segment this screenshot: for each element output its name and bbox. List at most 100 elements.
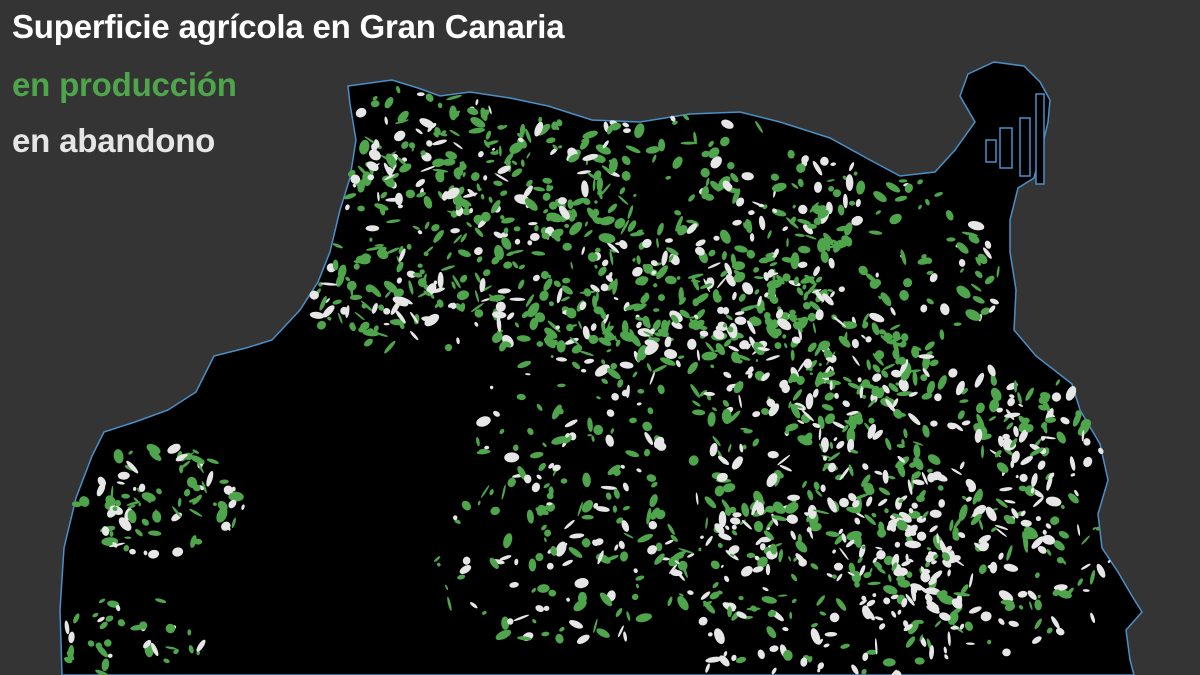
- abandoned-parcel: [421, 316, 438, 323]
- legend-abandoned-label: en abandono: [12, 122, 216, 159]
- production-parcel: [543, 278, 553, 291]
- abandoned-parcel: [891, 610, 897, 618]
- production-parcel: [127, 509, 137, 524]
- production-parcel: [558, 408, 564, 415]
- production-parcel: [736, 354, 751, 361]
- production-parcel: [677, 224, 688, 236]
- production-parcel: [741, 502, 750, 517]
- production-parcel: [475, 215, 481, 225]
- abandoned-parcel: [611, 393, 619, 401]
- production-parcel: [617, 379, 624, 388]
- production-parcel: [730, 173, 739, 183]
- abandoned-parcel: [492, 311, 507, 319]
- abandoned-parcel: [882, 469, 889, 484]
- production-parcel: [946, 237, 956, 242]
- production-parcel: [810, 563, 819, 570]
- abandoned-parcel: [150, 642, 159, 657]
- abandoned-parcel: [767, 527, 770, 531]
- production-parcel: [550, 545, 557, 556]
- production-parcel: [1025, 387, 1034, 401]
- production-parcel: [992, 508, 999, 511]
- abandoned-parcel: [995, 527, 1007, 537]
- production-parcel: [190, 535, 197, 548]
- abandoned-parcel: [959, 461, 965, 470]
- production-parcel: [87, 640, 95, 647]
- abandoned-parcel: [851, 338, 859, 349]
- production-parcel: [1081, 535, 1090, 545]
- production-parcel: [939, 329, 945, 340]
- production-parcel: [196, 650, 201, 656]
- abandoned-parcel: [757, 295, 762, 307]
- production-parcel: [708, 140, 714, 147]
- production-parcel: [123, 544, 130, 552]
- abandoned-parcel: [777, 454, 791, 466]
- abandoned-parcel: [1007, 397, 1015, 407]
- production-parcel: [445, 584, 449, 591]
- production-parcel: [688, 194, 695, 202]
- production-parcel: [126, 501, 141, 506]
- production-parcel: [800, 276, 815, 284]
- production-parcel: [782, 334, 787, 339]
- production-parcel: [542, 442, 547, 448]
- production-parcel: [512, 444, 519, 452]
- production-parcel: [861, 668, 867, 675]
- production-parcel: [525, 294, 535, 307]
- abandoned-parcel: [779, 465, 792, 472]
- production-parcel: [889, 213, 902, 225]
- abandoned-parcel: [115, 604, 121, 612]
- abandoned-parcel: [497, 288, 511, 294]
- production-parcel: [781, 257, 794, 263]
- production-parcel: [112, 506, 118, 512]
- abandoned-parcel: [1037, 460, 1046, 470]
- production-parcel: [411, 147, 414, 152]
- production-parcel: [637, 533, 653, 543]
- production-parcel: [833, 239, 843, 253]
- production-parcel: [753, 520, 764, 533]
- production-parcel: [327, 316, 332, 321]
- abandoned-parcel: [961, 420, 971, 426]
- abandoned-parcel: [965, 496, 972, 502]
- production-parcel: [664, 275, 677, 285]
- production-parcel: [722, 483, 736, 493]
- production-parcel: [616, 517, 624, 524]
- abandoned-parcel: [622, 122, 630, 128]
- abandoned-parcel: [143, 639, 152, 649]
- production-parcel: [1056, 431, 1066, 444]
- abandoned-parcel: [633, 568, 638, 574]
- abandoned-parcel: [950, 556, 965, 567]
- production-parcel: [444, 344, 453, 352]
- abandoned-parcel: [384, 174, 395, 181]
- abandoned-parcel: [748, 210, 755, 216]
- abandoned-parcel: [595, 506, 610, 512]
- production-parcel: [188, 645, 194, 654]
- production-parcel: [627, 205, 634, 219]
- production-parcel: [564, 223, 570, 229]
- production-parcel: [1022, 531, 1029, 548]
- production-parcel: [559, 626, 565, 632]
- abandoned-parcel: [717, 455, 730, 465]
- production-parcel: [495, 149, 499, 154]
- production-parcel: [387, 151, 397, 158]
- production-parcel: [934, 192, 943, 197]
- production-parcel: [767, 610, 777, 618]
- production-parcel: [742, 444, 747, 450]
- production-parcel: [1095, 526, 1100, 531]
- production-parcel: [990, 376, 997, 386]
- abandoned-parcel: [488, 105, 492, 115]
- production-parcel: [517, 360, 532, 369]
- production-parcel: [727, 161, 735, 170]
- production-parcel: [380, 191, 388, 199]
- production-parcel: [369, 237, 373, 242]
- production-parcel: [567, 199, 574, 210]
- production-parcel: [797, 178, 804, 188]
- abandoned-parcel: [836, 440, 845, 449]
- production-parcel: [543, 483, 550, 489]
- abandoned-parcel: [832, 549, 836, 554]
- abandoned-parcel: [479, 278, 486, 293]
- abandoned-parcel: [951, 598, 963, 609]
- abandoned-parcel: [1035, 516, 1041, 522]
- abandoned-parcel: [851, 664, 859, 675]
- production-parcel: [911, 346, 920, 359]
- abandoned-parcel: [367, 174, 375, 181]
